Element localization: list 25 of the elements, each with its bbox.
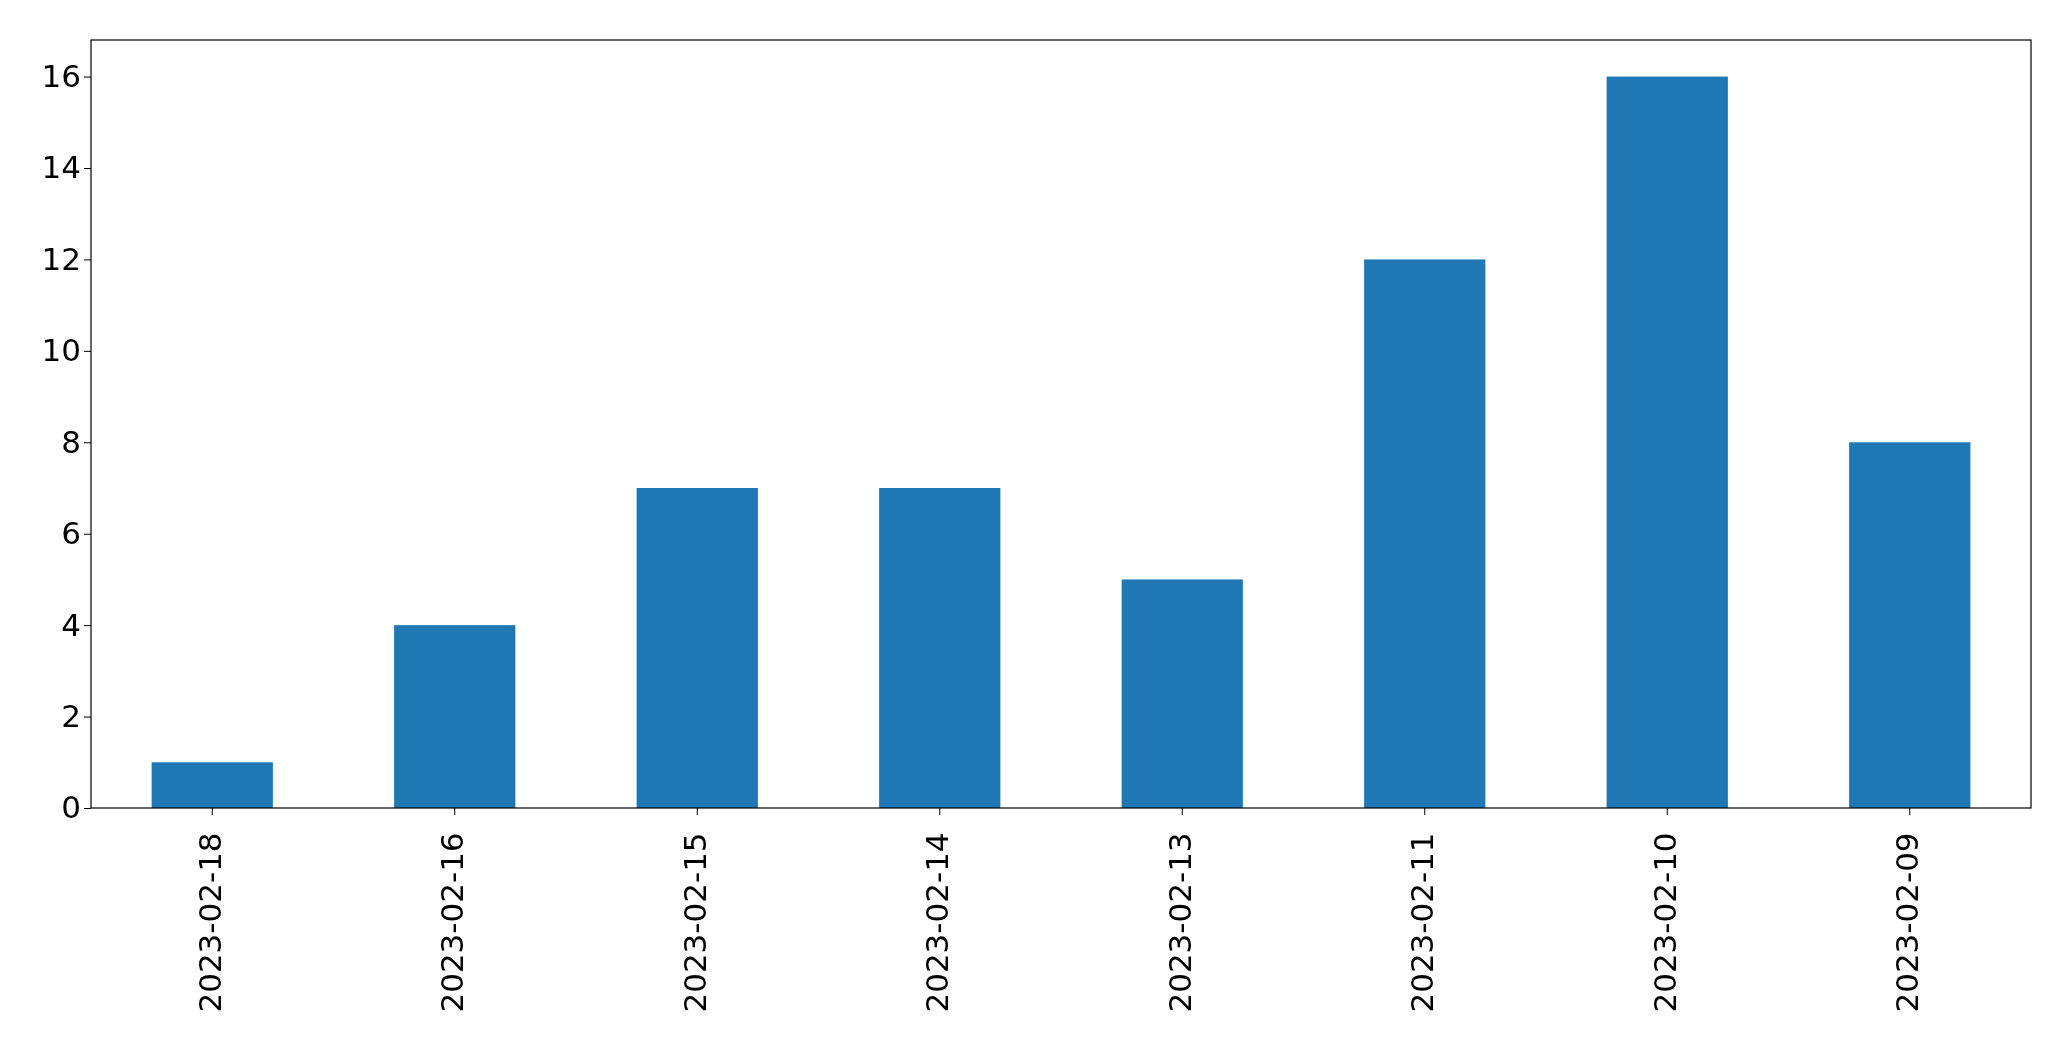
x-tick-label: 2023-02-15: [676, 832, 713, 1013]
y-tick-label: 4: [61, 606, 81, 643]
x-tick-label: 2023-02-16: [434, 832, 471, 1013]
x-tick-label: 2023-02-13: [1161, 832, 1198, 1013]
y-tick-label: 6: [61, 515, 81, 552]
bar: [1364, 259, 1486, 808]
x-tick-label: 2023-02-18: [191, 832, 228, 1013]
bar: [1849, 442, 1971, 808]
bar: [394, 625, 516, 808]
y-tick-label: 14: [41, 149, 81, 186]
y-tick-label: 10: [41, 332, 81, 369]
y-tick-label: 2: [61, 697, 81, 734]
bar: [879, 488, 1001, 808]
x-tick-label: 2023-02-14: [919, 832, 956, 1013]
bar: [636, 488, 758, 808]
bar: [151, 762, 273, 808]
y-tick-label: 12: [41, 240, 81, 277]
y-tick-label: 16: [41, 57, 81, 94]
bar: [1121, 579, 1243, 808]
x-tick-label: 2023-02-11: [1404, 832, 1441, 1013]
y-tick-label: 0: [61, 789, 81, 826]
x-tick-label: 2023-02-09: [1889, 832, 1926, 1013]
bar: [1606, 76, 1728, 808]
x-tick-label: 2023-02-10: [1646, 832, 1683, 1013]
y-tick-label: 8: [61, 423, 81, 460]
